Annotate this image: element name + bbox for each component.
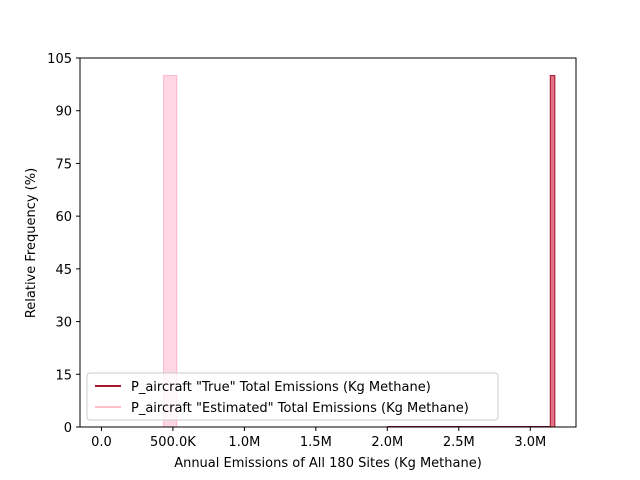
y-tick-label: 45 — [55, 263, 72, 278]
y-tick-label: 75 — [55, 157, 72, 172]
x-tick-label: 0.0 — [91, 435, 112, 450]
x-tick-label: 3.0M — [514, 435, 546, 450]
x-tick-label: 1.5M — [300, 435, 332, 450]
histogram-bar-true — [549, 75, 556, 428]
legend-label-estimated: P_aircraft "Estimated" Total Emissions (… — [131, 401, 469, 416]
legend-label-true: P_aircraft "True" Total Emissions (Kg Me… — [131, 380, 431, 395]
x-tick-label: 2.5M — [443, 435, 475, 450]
y-tick-label: 0 — [64, 421, 72, 436]
legend: P_aircraft "True" Total Emissions (Kg Me… — [86, 372, 499, 421]
y-tick-label: 60 — [55, 210, 72, 225]
y-tick-label: 90 — [55, 105, 72, 120]
y-tick-label: 105 — [47, 52, 72, 67]
legend-box — [86, 372, 499, 421]
y-axis-label: Relative Frequency (%) — [24, 168, 39, 318]
axes: 0.0 500.0K 1.0M 1.5M 2.0M 2.5M 3.0M 0 15 30 45 60 75… — [47, 52, 577, 450]
y-tick-label: 15 — [55, 368, 72, 383]
x-tick-label: 500.0K — [150, 435, 196, 450]
y-tick-label: 30 — [55, 316, 72, 331]
axes-frame — [79, 57, 577, 428]
x-axis-label: Annual Emissions of All 180 Sites (Kg Me… — [174, 456, 482, 471]
x-tick-label: 1.0M — [228, 435, 260, 450]
x-tick-label: 2.0M — [371, 435, 403, 450]
